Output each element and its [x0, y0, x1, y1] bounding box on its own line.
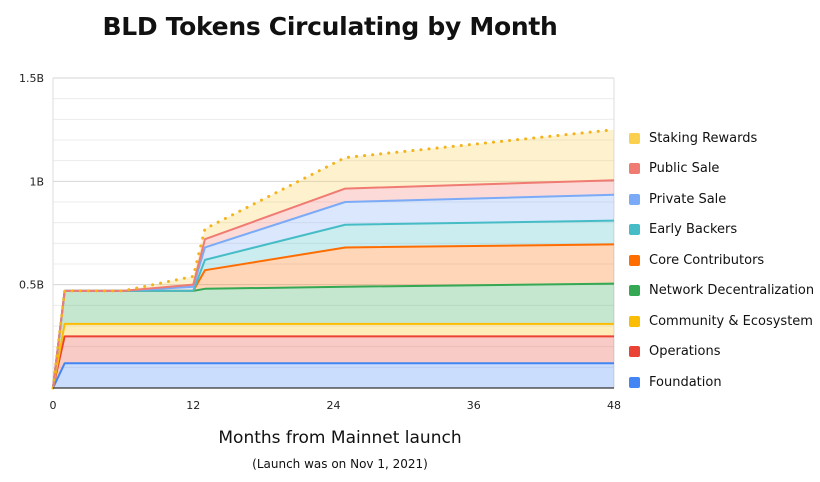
line-foundation	[52, 362, 614, 389]
area-foundation	[53, 363, 614, 388]
line-community-ecosystem	[52, 322, 614, 389]
legend-label: Community & Ecosystem	[649, 313, 813, 329]
legend-swatch	[629, 376, 640, 388]
legend-item: Network Decentralization	[629, 283, 814, 299]
line-operations	[52, 335, 614, 389]
legend-label: Private Sale	[649, 191, 727, 207]
legend-item: Community & Ecosystem	[629, 313, 813, 329]
y-tick-label: 1.5B	[19, 72, 44, 85]
area-core-contributors	[53, 244, 614, 388]
legend-swatch	[629, 315, 640, 327]
y-tick-label: 0.5B	[19, 279, 44, 292]
stacked-areas	[53, 129, 614, 388]
chart-title: BLD Tokens Circulating by Month	[102, 12, 558, 41]
x-tick-label: 0	[50, 399, 57, 412]
legend-swatch	[629, 132, 640, 144]
tick-labels: 0 12 24 36 48 0.5B 1B 1.5B	[19, 72, 621, 412]
area-community-ecosystem	[53, 323, 614, 388]
legend-swatch	[629, 285, 640, 296]
legend-swatch	[629, 163, 640, 174]
y-tick-label: 1B	[29, 175, 44, 188]
legend-item: Staking Rewards	[629, 130, 757, 146]
legend-item: Private Sale	[629, 191, 726, 207]
area-staking-rewards	[53, 129, 614, 388]
legend-label: Operations	[649, 344, 721, 359]
legend-label: Early Backers	[649, 222, 738, 237]
legend-label: Staking Rewards	[649, 130, 758, 146]
legend-item: Foundation	[629, 374, 722, 390]
legend-label: Network Decentralization	[649, 283, 815, 298]
x-tick-label: 12	[186, 399, 200, 412]
x-axis-title: Months from Mainnet launch	[218, 428, 462, 448]
x-tick-label: 36	[467, 399, 481, 412]
legend-label: Foundation	[649, 374, 722, 390]
legend-label: Public Sale	[649, 161, 720, 176]
legend-swatch	[629, 193, 640, 205]
legend-item: Early Backers	[629, 222, 737, 238]
area-private-sale	[53, 194, 614, 388]
x-tick-label: 24	[327, 399, 341, 412]
x-tick-label: 48	[607, 399, 621, 412]
area-early-backers	[53, 220, 614, 388]
legend-swatch	[629, 254, 640, 266]
gridlines	[52, 77, 615, 388]
line-staking-rewards	[51, 128, 616, 390]
area-network-decentralization	[53, 283, 614, 388]
legend-item: Public Sale	[629, 161, 719, 177]
legend-swatch	[629, 224, 640, 235]
legend-label: Core Contributors	[649, 252, 765, 268]
legend-item: Core Contributors	[629, 252, 764, 268]
area-operations	[53, 336, 614, 388]
legend-item: Operations	[629, 344, 720, 360]
legend-swatch	[629, 346, 640, 357]
series-lines	[51, 128, 616, 390]
x-axis-note: (Launch was on Nov 1, 2021)	[252, 457, 428, 471]
